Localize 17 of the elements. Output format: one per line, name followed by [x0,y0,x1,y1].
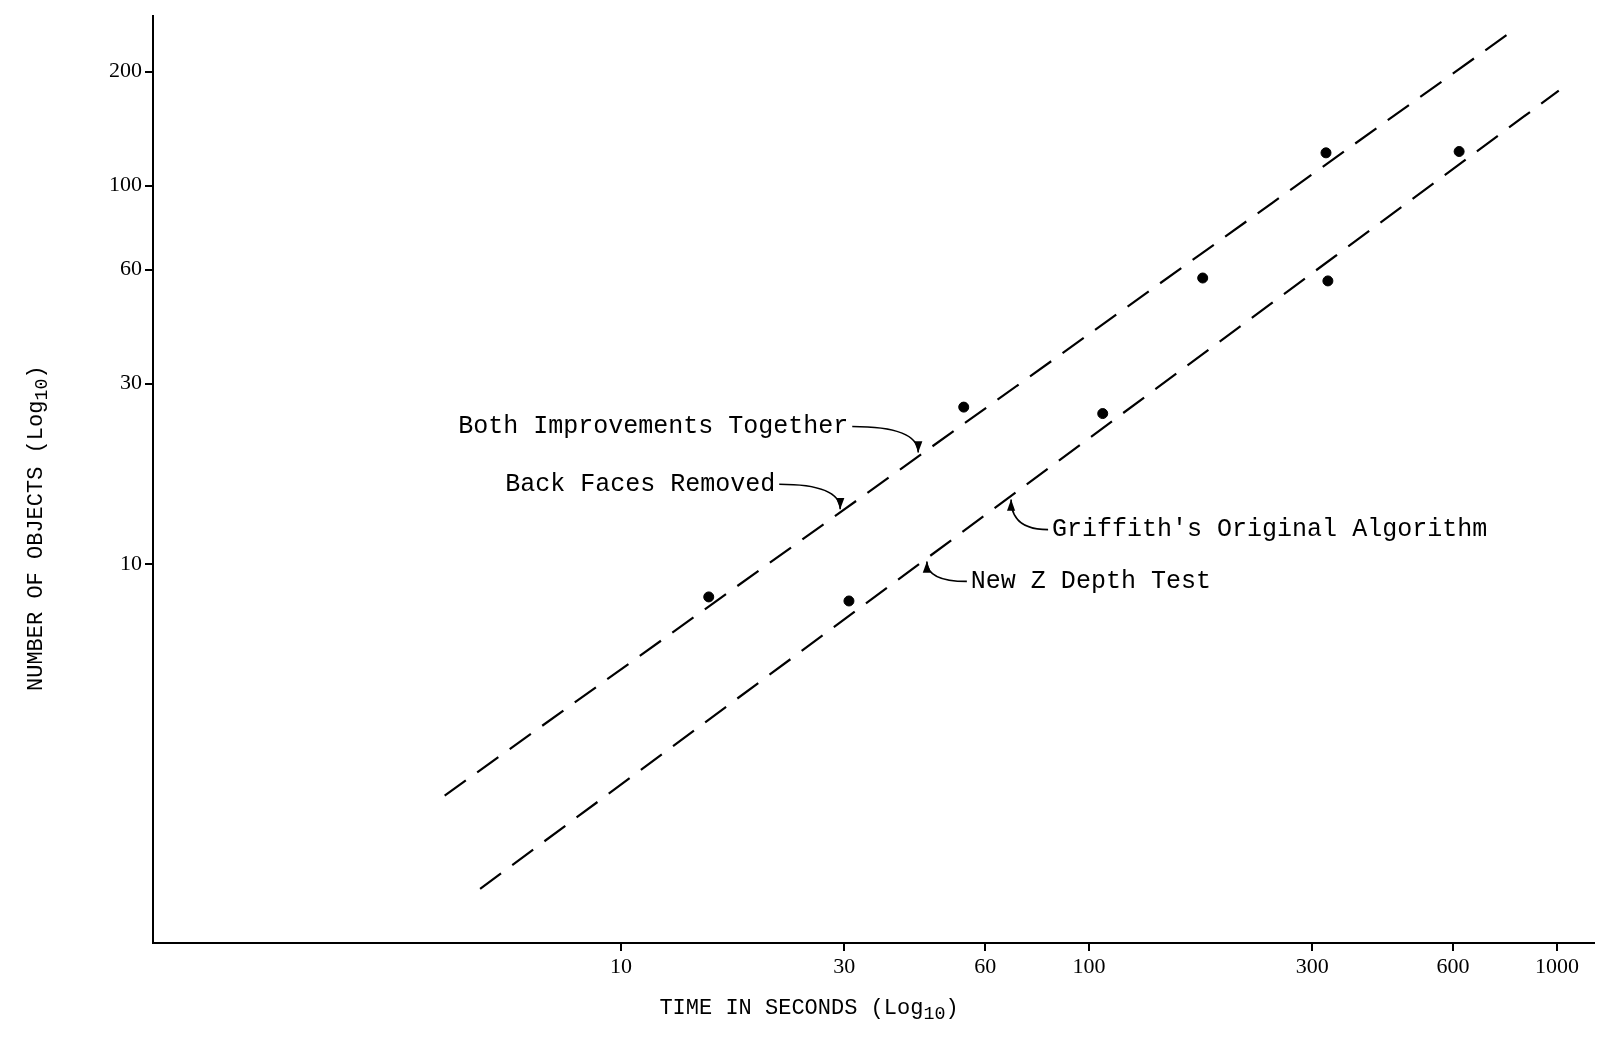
x-tick-label: 300 [1295,952,1329,978]
y-tick-label: 60 [120,255,142,281]
x-tick-label: 100 [1072,952,1106,978]
x-tick-label: 600 [1436,952,1470,978]
y-tick-label: 10 [120,550,142,576]
x-axis-title: TIME IN SECONDS (Log$_{10}$) [658,996,960,1026]
y-tick-label: 100 [109,171,142,197]
x-tick-label: 30 [833,952,856,978]
annotation: New Z Depth Test [970,567,1211,597]
x-tick-label: 10 [609,952,632,978]
annotation: Back Faces Removed [505,469,776,499]
annotation: Griffith's Original Algorithm [1052,515,1488,545]
x-tick-label: 60 [974,952,997,978]
y-tick-label: 200 [109,57,142,83]
y-tick-label: 30 [120,369,142,395]
annotation: Both Improvements Together [458,412,849,442]
x-tick-label: 1000 [1534,952,1579,978]
